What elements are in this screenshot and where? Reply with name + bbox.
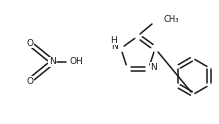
Text: OH: OH bbox=[69, 58, 83, 66]
Text: CH₃: CH₃ bbox=[164, 16, 180, 25]
Text: O: O bbox=[26, 38, 34, 47]
Text: O: O bbox=[26, 77, 34, 86]
Text: N: N bbox=[111, 42, 118, 51]
Text: N: N bbox=[49, 58, 55, 66]
Text: N: N bbox=[151, 63, 157, 72]
Text: H: H bbox=[111, 36, 117, 45]
